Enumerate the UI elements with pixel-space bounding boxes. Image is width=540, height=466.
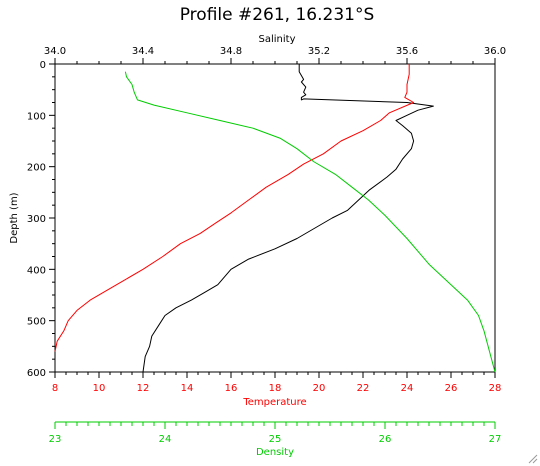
salinity-tick-label: 35.6 (396, 46, 418, 57)
depth-tick-label: 100 (27, 111, 46, 122)
density-axis: 23 24 25 26 27 (49, 421, 502, 445)
temperature-tick-label: 24 (401, 383, 414, 394)
depth-tick-label: 400 (27, 265, 46, 276)
density-axis-label: Density (256, 447, 294, 458)
depth-axis-label: Depth (m) (9, 192, 20, 243)
density-tick-label: 26 (379, 434, 392, 445)
temperature-axis-label: Temperature (242, 397, 306, 408)
salinity-axis-label: Salinity (259, 34, 296, 45)
density-profile-line (124, 71, 496, 373)
temperature-profile-line (54, 64, 415, 352)
temperature-tick-label: 8 (52, 383, 58, 394)
salinity-tick-label: 34.8 (220, 46, 242, 57)
salinity-tick-label: 34.4 (132, 46, 154, 57)
chart-title: Profile #261, 16.231°S (180, 5, 375, 25)
depth-tick-label: 600 (27, 368, 46, 379)
temperature-tick-label: 14 (181, 383, 194, 394)
depth-tick-label: 0 (40, 60, 46, 71)
temperature-tick-label: 22 (357, 383, 370, 394)
density-tick-label: 25 (269, 434, 282, 445)
salinity-profile-line (142, 64, 434, 373)
temperature-tick-label: 18 (269, 383, 282, 394)
depth-tick-label: 300 (27, 214, 46, 225)
density-tick-label: 23 (49, 434, 62, 445)
temperature-tick-label: 10 (93, 383, 106, 394)
temperature-tick-label: 16 (225, 383, 238, 394)
plot-frame (54, 63, 496, 373)
temperature-tick-label: 20 (313, 383, 326, 394)
depth-tick-label: 200 (27, 163, 46, 174)
density-tick-label: 27 (489, 434, 502, 445)
data-series (54, 64, 496, 373)
salinity-tick-label: 35.2 (308, 46, 330, 57)
density-tick-label: 24 (159, 434, 172, 445)
temperature-tick-label: 26 (445, 383, 458, 394)
salinity-tick-label: 36.0 (484, 46, 506, 57)
depth-ticks: 0 100 200 300 400 500 600 (27, 60, 55, 379)
temperature-tick-label: 28 (489, 383, 502, 394)
salinity-tick-label: 34.0 (44, 46, 66, 57)
resize-grip-icon[interactable] (526, 452, 538, 464)
depth-tick-label: 500 (27, 317, 46, 328)
temperature-tick-label: 12 (137, 383, 150, 394)
temperature-ticks: 8 10 12 14 16 18 20 22 24 26 28 (52, 372, 502, 394)
salinity-ticks: 34.0 34.4 34.8 35.2 35.6 36.0 (44, 46, 506, 64)
